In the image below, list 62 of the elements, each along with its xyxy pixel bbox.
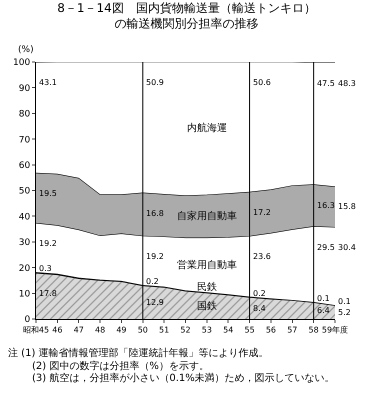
data-label: 48.3 [338, 79, 356, 88]
y-tick-label: 50 [18, 186, 30, 197]
x-tick-label: 52 [180, 326, 191, 335]
series-label: 営業用自動車 [177, 259, 237, 271]
data-label: 50.9 [146, 78, 164, 87]
x-tick-label: 57 [287, 326, 298, 335]
x-tick-label: 55 [244, 326, 255, 335]
data-label: 5.2 [338, 308, 351, 317]
x-tick-label: 58 [308, 326, 319, 335]
x-tick-label: 56 [266, 326, 276, 335]
y-tick-label: 30 [18, 238, 30, 248]
data-label: 43.1 [39, 78, 57, 87]
data-label: 0.1 [338, 297, 351, 306]
data-label: 29.5 [317, 243, 335, 252]
text: (2) 図中の数字は分担率（%）を示す。 [32, 360, 209, 372]
data-label: 17.8 [39, 289, 57, 298]
text: 注 (1) 運輸省情報管理部「陸運統計年報」等により作成。 [8, 347, 269, 359]
y-tick-label: 40 [18, 212, 30, 222]
data-label: 47.5 [317, 79, 335, 88]
x-tick-label: 59年度 [322, 326, 348, 335]
series-label: 民鉄 [197, 281, 217, 293]
x-tick-label: 54 [223, 326, 234, 335]
x-tick-label: 50 [138, 326, 148, 335]
y-tick-label: 60 [18, 160, 30, 171]
x-tick-label: 51 [159, 326, 170, 335]
data-label: 23.6 [253, 252, 271, 261]
data-label: 15.8 [338, 202, 356, 211]
data-label: 0.2 [253, 289, 266, 298]
x-tick-label: 53 [202, 326, 212, 335]
x-tick-label: 48 [94, 326, 106, 335]
data-label: 12.9 [146, 298, 164, 307]
y-tick-label: 100 [13, 58, 30, 68]
chart-title: 8－1－14図 国内貨物輸送量（輸送トンキロ） [57, 0, 316, 15]
x-tick-label: 46 [52, 326, 62, 335]
data-label: 17.2 [253, 208, 271, 217]
y-tick-label: 70 [18, 135, 30, 146]
series-label: 自家用自動車 [177, 210, 237, 222]
chart-subtitle: の輸送機関別分担率の推移 [114, 16, 258, 31]
y-tick-label: 20 [18, 264, 30, 274]
series-label: 内航海運 [187, 122, 227, 134]
data-label: 19.2 [146, 252, 164, 261]
y-axis-title: (%) [18, 45, 34, 55]
data-label: 50.6 [253, 78, 271, 87]
data-label: 16.8 [146, 209, 164, 218]
x-tick-label: 49 [116, 326, 127, 335]
text: (3) 航空は，分担率が小さい（0.1%未満）ため，図示していない。 [32, 372, 335, 384]
x-tick-label: 昭和45 [22, 326, 50, 335]
data-label: 16.3 [317, 201, 335, 210]
x-tick-label: 47 [74, 326, 84, 335]
data-label: 19.2 [39, 239, 57, 248]
y-tick-label: 80 [18, 110, 30, 120]
data-label: 0.1 [317, 294, 330, 303]
data-label: 6.4 [317, 306, 330, 315]
y-tick-label: 90 [18, 84, 30, 94]
data-label: 0.2 [146, 277, 159, 286]
y-tick-label: 10 [18, 289, 30, 300]
data-label: 0.3 [39, 264, 52, 273]
data-label: 19.5 [39, 189, 57, 198]
data-label: 8.4 [253, 304, 266, 313]
y-tick-label: 0 [24, 315, 30, 326]
series-label: 国鉄 [197, 300, 217, 312]
data-label: 30.4 [338, 243, 356, 252]
